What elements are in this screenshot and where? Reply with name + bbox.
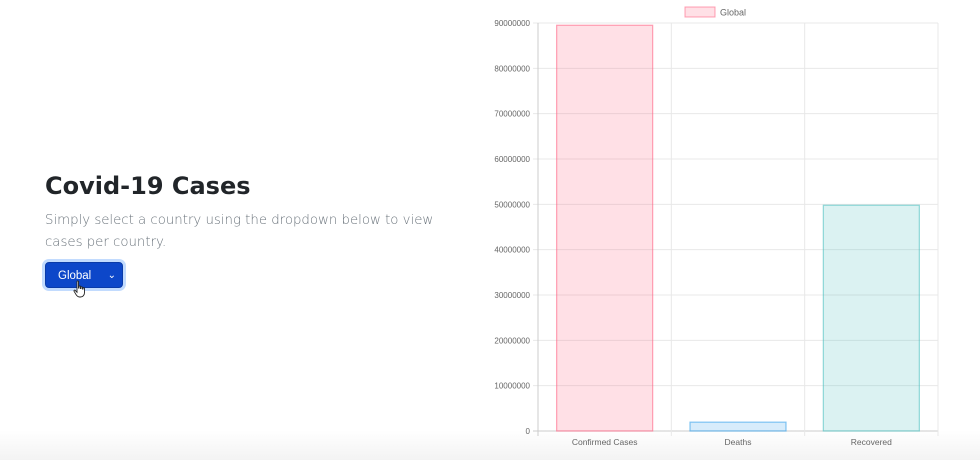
bar-confirmed-cases[interactable] bbox=[556, 24, 654, 432]
y-tick-label: 20000000 bbox=[494, 336, 530, 345]
legend-swatch-global[interactable] bbox=[684, 6, 716, 18]
y-tick-label: 70000000 bbox=[494, 110, 530, 119]
y-tick-label: 60000000 bbox=[494, 155, 530, 164]
intro-section: Covid-19 Cases Simply select a country u… bbox=[45, 168, 445, 298]
hand-pointer-icon bbox=[73, 280, 85, 298]
y-tick-label: 0 bbox=[526, 427, 531, 436]
country-select-value: Global bbox=[58, 270, 92, 282]
country-select[interactable]: Global ⌄ bbox=[45, 262, 123, 288]
covid-bar-chart: 0 10000000 20000000 30000000 40000000 5000000… bbox=[494, 6, 939, 447]
x-tick-label: Confirmed Cases bbox=[572, 437, 638, 447]
page-title: Covid-19 Cases bbox=[45, 172, 251, 200]
chevron-down-icon: ⌄ bbox=[107, 270, 116, 281]
y-tick-label: 40000000 bbox=[494, 246, 530, 255]
legend: Global bbox=[684, 6, 746, 18]
legend-label-global: Global bbox=[720, 8, 746, 18]
y-tick-label: 10000000 bbox=[494, 382, 530, 391]
grid bbox=[533, 22, 939, 436]
y-tick-label: 30000000 bbox=[494, 291, 530, 300]
y-tick-label: 80000000 bbox=[494, 64, 530, 73]
y-tick-label: 50000000 bbox=[494, 200, 530, 209]
axes: 0 10000000 20000000 30000000 40000000 5000000… bbox=[494, 19, 892, 447]
bar-deaths[interactable] bbox=[689, 421, 787, 432]
x-tick-label: Deaths bbox=[725, 437, 752, 447]
x-tick-label: Recovered bbox=[851, 437, 892, 447]
bars bbox=[556, 24, 920, 432]
y-tick-label: 90000000 bbox=[494, 19, 530, 28]
page-subtitle: Simply select a country using the dropdo… bbox=[45, 213, 434, 250]
bar-recovered[interactable] bbox=[822, 204, 920, 432]
